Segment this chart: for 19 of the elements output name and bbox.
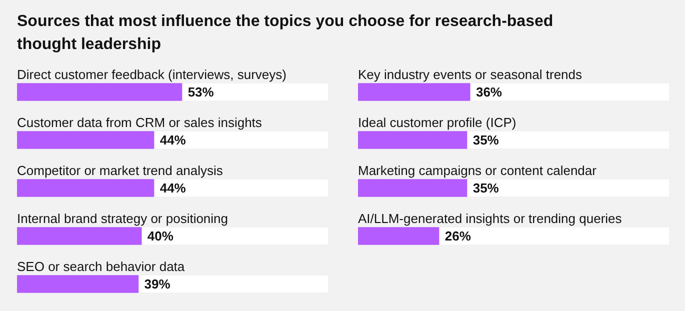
data-label: 44% xyxy=(160,132,186,148)
y-tick-label: Customer data from CRM or sales insights xyxy=(17,115,262,130)
data-label: 40% xyxy=(147,228,174,244)
y-tick-label: Ideal customer profile (ICP) xyxy=(358,115,516,130)
data-label: 39% xyxy=(144,276,171,292)
y-tick-label: Internal brand strategy or positioning xyxy=(17,211,228,226)
data-label: 35% xyxy=(472,180,500,196)
y-tick-label: Key industry events or seasonal trends xyxy=(358,67,583,82)
data-label: 26% xyxy=(444,228,472,244)
y-tick-label: SEO or search behavior data xyxy=(17,259,186,274)
data-label: 36% xyxy=(476,84,502,100)
data-label: 35% xyxy=(472,132,500,148)
y-tick-label: Direct customer feedback (interviews, surveys) xyxy=(17,67,286,82)
y-tick-label: Marketing campaigns or content calendar xyxy=(358,163,598,178)
data-label: 53% xyxy=(188,84,214,100)
y-tick-label: Competitor or market trend analysis xyxy=(17,163,224,178)
chart-title: Sources that most influence the topics you choose for research-based thought leadership xyxy=(17,12,554,55)
y-tick-label: AI/LLM-generated insights or trending queries xyxy=(358,211,622,226)
data-label: 44% xyxy=(160,180,186,196)
